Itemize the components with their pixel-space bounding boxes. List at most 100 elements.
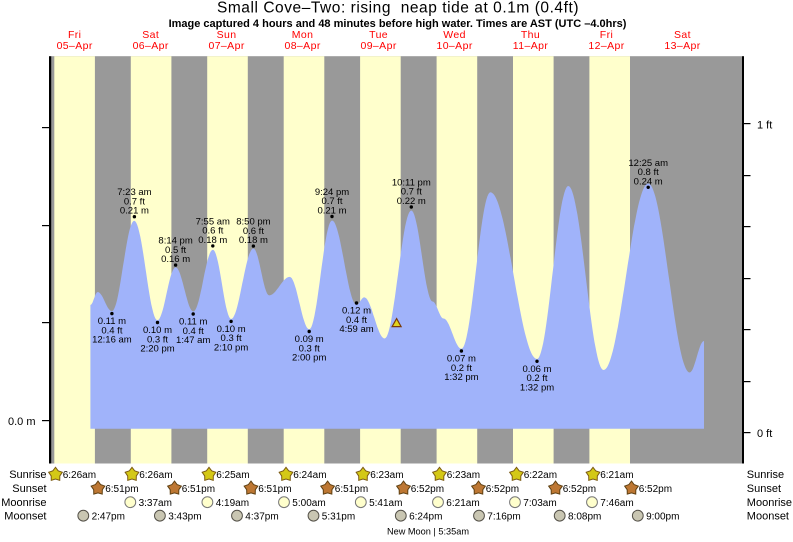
- svg-text:0.2 ft: 0.2 ft: [526, 373, 547, 384]
- svg-text:6:21am: 6:21am: [446, 498, 479, 509]
- svg-text:7:46am: 7:46am: [600, 498, 633, 509]
- svg-text:10–Apr: 10–Apr: [436, 40, 472, 52]
- svg-text:3:43pm: 3:43pm: [168, 511, 201, 522]
- svg-text:Sat: Sat: [674, 29, 691, 41]
- svg-text:6:51pm: 6:51pm: [105, 484, 138, 495]
- svg-text:2:47pm: 2:47pm: [92, 511, 125, 522]
- svg-text:6:22am: 6:22am: [524, 470, 557, 481]
- svg-text:0.09 m: 0.09 m: [295, 334, 324, 345]
- svg-text:0.16 m: 0.16 m: [161, 254, 190, 265]
- svg-text:0.6 ft: 0.6 ft: [202, 226, 223, 237]
- svg-text:0.11 m: 0.11 m: [98, 316, 126, 327]
- svg-text:0.0 m: 0.0 m: [8, 416, 36, 428]
- svg-text:5:41am: 5:41am: [369, 498, 402, 509]
- svg-text:4:37pm: 4:37pm: [245, 511, 278, 522]
- svg-text:5:00am: 5:00am: [292, 498, 325, 509]
- svg-text:0.10 m: 0.10 m: [217, 324, 246, 335]
- svg-text:6:23am: 6:23am: [447, 470, 480, 481]
- svg-text:6:51pm: 6:51pm: [335, 484, 368, 495]
- svg-text:0.4 ft: 0.4 ft: [101, 325, 122, 336]
- svg-text:Sunrise: Sunrise: [747, 469, 784, 481]
- svg-text:6:52pm: 6:52pm: [486, 484, 519, 495]
- svg-text:0.10 m: 0.10 m: [143, 325, 172, 336]
- svg-text:New Moon | 5:35am: New Moon | 5:35am: [387, 527, 469, 537]
- svg-text:0.24 m: 0.24 m: [634, 176, 663, 187]
- svg-text:0.8 ft: 0.8 ft: [638, 167, 659, 178]
- svg-text:Small Cove–Two: rising neap t: Small Cove–Two: rising neap tide at 0.1m…: [217, 0, 579, 17]
- svg-text:Image captured 4 hours and 48: Image captured 4 hours and 48 minutes be…: [169, 18, 627, 30]
- svg-text:12:16 am: 12:16 am: [92, 335, 132, 346]
- svg-text:5:31pm: 5:31pm: [322, 511, 355, 522]
- svg-text:13–Apr: 13–Apr: [664, 40, 700, 52]
- svg-text:0.11 m: 0.11 m: [179, 317, 207, 328]
- svg-text:08–Apr: 08–Apr: [284, 40, 320, 52]
- svg-text:0.5 ft: 0.5 ft: [165, 245, 186, 256]
- svg-text:0.7 ft: 0.7 ft: [401, 187, 422, 198]
- svg-text:4:19am: 4:19am: [216, 498, 249, 509]
- svg-text:Mon: Mon: [292, 29, 314, 41]
- svg-text:Sun: Sun: [217, 29, 237, 41]
- svg-text:6:25am: 6:25am: [216, 470, 249, 481]
- svg-text:6:21am: 6:21am: [600, 470, 633, 481]
- svg-text:0.6 ft: 0.6 ft: [243, 226, 264, 237]
- svg-text:Sat: Sat: [142, 29, 159, 41]
- svg-text:05–Apr: 05–Apr: [57, 40, 93, 52]
- svg-text:7:23 am: 7:23 am: [117, 187, 151, 198]
- svg-text:Sunset: Sunset: [12, 483, 46, 495]
- svg-text:0 ft: 0 ft: [757, 428, 772, 440]
- svg-text:Sunrise: Sunrise: [9, 469, 46, 481]
- svg-text:9:00pm: 9:00pm: [646, 511, 679, 522]
- svg-text:0.2 ft: 0.2 ft: [451, 363, 472, 374]
- svg-text:Thu: Thu: [521, 29, 540, 41]
- svg-text:7:55 am: 7:55 am: [196, 216, 230, 227]
- svg-text:2:20 pm: 2:20 pm: [140, 344, 174, 355]
- svg-text:6:26am: 6:26am: [63, 470, 96, 481]
- svg-text:1:47 am: 1:47 am: [176, 335, 210, 346]
- svg-text:0.18 m: 0.18 m: [239, 235, 268, 246]
- svg-text:06–Apr: 06–Apr: [133, 40, 169, 52]
- svg-text:Moonrise: Moonrise: [1, 497, 46, 509]
- svg-text:1:32 pm: 1:32 pm: [444, 372, 478, 383]
- svg-text:12:25 am: 12:25 am: [628, 158, 668, 169]
- svg-text:6:24am: 6:24am: [293, 470, 326, 481]
- svg-text:0.3 ft: 0.3 ft: [147, 334, 168, 345]
- svg-text:7:03am: 7:03am: [523, 498, 556, 509]
- svg-text:0.21 m: 0.21 m: [120, 206, 149, 217]
- svg-text:Fri: Fri: [68, 29, 81, 41]
- svg-text:1:32 pm: 1:32 pm: [520, 382, 554, 393]
- svg-text:10:11 pm: 10:11 pm: [392, 178, 431, 189]
- svg-text:3:37am: 3:37am: [139, 498, 172, 509]
- svg-text:6:52pm: 6:52pm: [411, 484, 444, 495]
- svg-text:0.4 ft: 0.4 ft: [183, 326, 204, 337]
- svg-text:8:14 pm: 8:14 pm: [158, 236, 192, 247]
- svg-text:6:51pm: 6:51pm: [258, 484, 291, 495]
- svg-text:8:08pm: 8:08pm: [568, 511, 601, 522]
- svg-text:0.3 ft: 0.3 ft: [299, 343, 320, 354]
- svg-text:0.22 m: 0.22 m: [397, 196, 426, 207]
- svg-text:2:10 pm: 2:10 pm: [214, 342, 248, 353]
- svg-text:7:16pm: 7:16pm: [487, 511, 520, 522]
- svg-text:Moonrise: Moonrise: [747, 497, 792, 509]
- svg-text:0.06 m: 0.06 m: [522, 364, 551, 375]
- svg-text:0.7 ft: 0.7 ft: [124, 196, 145, 207]
- svg-text:2:00 pm: 2:00 pm: [292, 353, 326, 364]
- svg-text:6:52pm: 6:52pm: [563, 484, 596, 495]
- svg-text:Moonset: Moonset: [4, 510, 46, 522]
- svg-text:6:23am: 6:23am: [370, 470, 403, 481]
- svg-text:0.3 ft: 0.3 ft: [221, 333, 242, 344]
- svg-text:0.18 m: 0.18 m: [198, 235, 227, 246]
- svg-text:6:26am: 6:26am: [139, 470, 172, 481]
- svg-text:0.4 ft: 0.4 ft: [346, 315, 367, 326]
- svg-text:9:24 pm: 9:24 pm: [315, 187, 349, 198]
- svg-text:0.12 m: 0.12 m: [342, 306, 371, 317]
- svg-text:0.21 m: 0.21 m: [317, 206, 346, 217]
- svg-text:07–Apr: 07–Apr: [208, 40, 244, 52]
- svg-text:0.7 ft: 0.7 ft: [321, 196, 342, 207]
- svg-text:11–Apr: 11–Apr: [513, 40, 549, 52]
- svg-text:1 ft: 1 ft: [757, 119, 772, 131]
- svg-text:Sunset: Sunset: [747, 483, 781, 495]
- svg-text:6:51pm: 6:51pm: [182, 484, 215, 495]
- svg-text:Tue: Tue: [369, 29, 388, 41]
- svg-text:4:59 am: 4:59 am: [339, 324, 373, 335]
- svg-text:12–Apr: 12–Apr: [588, 40, 624, 52]
